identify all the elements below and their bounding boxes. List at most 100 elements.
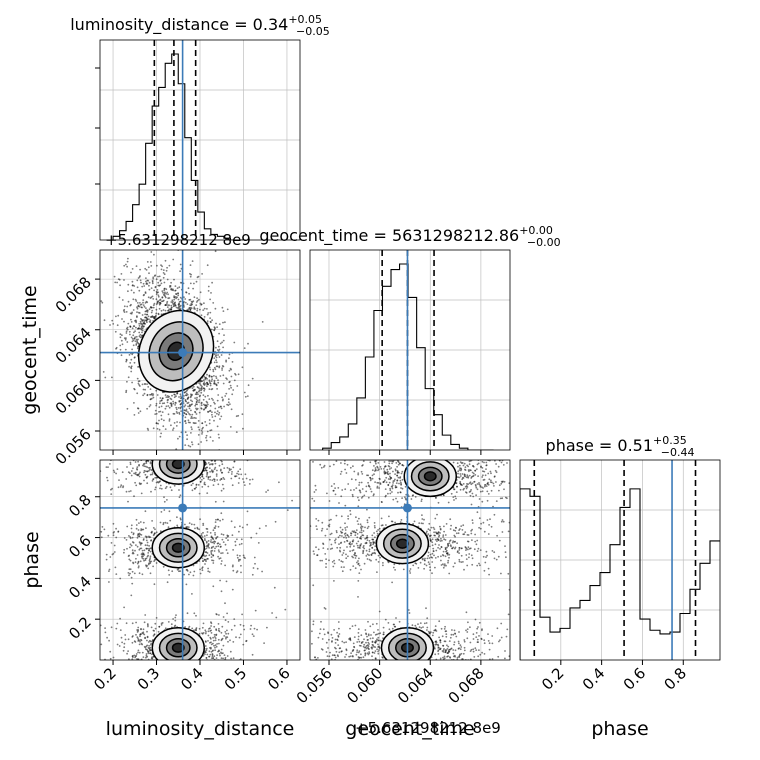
- panel-ld-vs-phase-sample-point: [183, 450, 185, 452]
- panel-ld-vs-time-sample-point: [138, 479, 140, 481]
- panel-ld-vs-time-sample-point: [167, 413, 170, 416]
- panel-ld-vs-phase-sample-point: [169, 451, 171, 453]
- panel-ld-vs-phase-sample-point: [252, 635, 255, 637]
- panel-ld-vs-phase-sample-point: [232, 453, 234, 455]
- panel-ld-vs-time-sample-point: [160, 282, 163, 285]
- panel-ld-vs-phase-sample-point: [130, 531, 133, 534]
- panel-ld-vs-phase-sample-point: [220, 478, 223, 480]
- panel-ld-vs-phase-sample-point: [231, 565, 234, 568]
- panel-ld-vs-time-sample-point: [126, 326, 129, 329]
- panel-ld-vs-phase-sample-point: [203, 483, 206, 485]
- panel-ld-vs-time-sample-point: [216, 399, 219, 402]
- panel-ld-vs-time-sample-point: [146, 309, 149, 312]
- panel-ld-vs-phase-sample-point: [213, 550, 216, 552]
- panel-ld-vs-time-sample-point: [127, 300, 130, 303]
- panel-ld-vs-time-sample-point: [133, 361, 136, 364]
- panel-ld-vs-phase-sample-point: [129, 461, 132, 464]
- panel-ld-vs-phase-sample-point: [220, 533, 223, 535]
- panel-ld-vs-phase-sample-point: [222, 657, 225, 660]
- panel-ld-vs-time-sample-point: [237, 373, 240, 376]
- panel-ld-vs-phase-sample-point: [210, 556, 213, 558]
- panel-ld-vs-time-sample-point: [187, 405, 190, 408]
- panel-ld-vs-time-sample-point: [199, 394, 202, 397]
- panel-ld-vs-phase-sample-point: [213, 633, 216, 636]
- panel-ld-vs-phase-sample-point: [216, 518, 219, 521]
- panel-ld-vs-phase-sample-point: [159, 438, 161, 440]
- panel-ld-vs-phase-sample-point: [233, 526, 236, 529]
- panel-ld-vs-time-sample-point: [134, 330, 137, 332]
- panel-ld-vs-phase-sample-point: [111, 452, 113, 454]
- panel-ld-vs-time-sample-point: [130, 370, 133, 373]
- panel-ld-vs-time-sample-point: [225, 392, 228, 395]
- panel-ld-vs-time-sample-point: [169, 286, 171, 288]
- panel-ld-vs-time-sample-point: [192, 390, 195, 392]
- panel-ld-vs-phase-sample-point: [140, 482, 143, 485]
- panel-ld-vs-time-sample-point: [148, 284, 150, 287]
- panel-ld-vs-phase-sample-point: [258, 448, 260, 450]
- panel-ld-vs-phase-sample-point: [193, 612, 196, 615]
- panel-ld-vs-phase-sample-point: [144, 510, 147, 513]
- panel-ld-vs-phase-sample-point: [147, 652, 150, 655]
- panel-ld-vs-phase-sample-point: [124, 634, 127, 636]
- panel-ld-vs-phase-sample-point: [147, 563, 150, 566]
- panel-ld-vs-phase-sample-point: [192, 574, 195, 577]
- panel-ld-vs-time-sample-point: [127, 283, 130, 286]
- panel-ld-vs-phase-sample-point: [170, 670, 172, 672]
- panel-ld-vs-time-sample-point: [206, 320, 209, 322]
- panel-ld-vs-phase-sample-point: [208, 655, 210, 658]
- panel-ld-vs-time-sample-point: [210, 388, 213, 391]
- panel-ld-vs-phase-sample-point: [169, 676, 171, 678]
- panel-ld-vs-phase-sample-point: [212, 554, 215, 557]
- panel-ld-vs-time-sample-point: [222, 346, 225, 349]
- panel-ld-vs-time-sample-point: [183, 405, 186, 408]
- panel-ld-vs-time-sample-point: [116, 324, 119, 327]
- panel-ld-vs-phase-sample-point: [244, 664, 246, 666]
- panel-ld-vs-phase-sample-point: [110, 542, 113, 544]
- panel-ld-vs-time-sample-point: [138, 305, 141, 308]
- panel-ld-vs-phase-sample-point: [158, 445, 160, 447]
- panel-ld-vs-time-sample-point: [190, 426, 193, 428]
- panel-ld-vs-phase-sample-point: [130, 665, 132, 667]
- panel-ld-vs-time-sample-point: [144, 323, 147, 325]
- panel-ld-vs-phase-sample-point: [172, 668, 174, 670]
- panel-ld-vs-phase-sample-point: [170, 445, 172, 447]
- panel-ld-vs-time-sample-point: [130, 358, 133, 361]
- panel-ld-vs-time-sample-point: [144, 292, 147, 294]
- panel-ld-vs-time-sample-point: [148, 281, 151, 284]
- panel-ld-vs-time-sample-point: [136, 286, 139, 289]
- panel-ld-vs-time-sample-point: [123, 279, 125, 281]
- panel-ld-vs-time-sample-point: [225, 359, 228, 362]
- panel-ld-vs-time-sample-point: [193, 282, 195, 285]
- panel-ld-vs-time-sample-point: [156, 264, 158, 267]
- panel-ld-vs-phase-sample-point: [159, 484, 162, 487]
- panel-ld-vs-phase-sample-point: [122, 668, 124, 670]
- panel-ld-vs-phase-sample-point: [188, 447, 190, 449]
- panel-ld-vs-time-sample-point: [167, 293, 170, 296]
- panel-ld-vs-phase-sample-point: [138, 454, 140, 456]
- panel-ld-vs-time-sample-point: [157, 284, 160, 287]
- panel-ld-vs-phase-sample-point: [147, 625, 149, 628]
- panel-ld-vs-time-sample-point: [155, 298, 158, 301]
- panel-ld-vs-phase-sample-point: [213, 636, 216, 638]
- panel-ld-vs-time-sample-point: [148, 318, 150, 320]
- panel-ld-vs-time-sample-point: [177, 298, 180, 301]
- panel-ld-vs-phase-sample-point: [122, 454, 124, 456]
- panel-ld-vs-time-sample-point: [148, 272, 150, 275]
- panel-ld-vs-phase-sample-point: [207, 540, 210, 542]
- panel-ld-vs-phase-sample-point: [218, 451, 220, 453]
- panel-ld-vs-time-sample-point: [246, 395, 249, 397]
- panel-ld-vs-phase-sample-point: [211, 537, 214, 540]
- panel-ld-vs-phase-sample-point: [123, 548, 126, 551]
- panel-ld-vs-phase-sample-point: [217, 673, 219, 675]
- panel-ld-vs-time-sample-point: [213, 353, 216, 356]
- panel-ld-vs-time-sample-point: [125, 391, 127, 394]
- panel-ld-vs-time-sample-point: [195, 304, 198, 306]
- panel-ld-vs-phase-sample-point: [199, 458, 201, 460]
- panel-ld-vs-phase-sample-point: [191, 489, 194, 492]
- panel-ld-vs-phase-sample-point: [115, 573, 118, 575]
- panel-ld-vs-phase-sample-point: [208, 457, 210, 459]
- panel-ld-vs-phase-sample-point: [287, 684, 289, 686]
- panel-ld-vs-phase-sample-point: [222, 455, 224, 457]
- panel-ld-vs-time-sample-point: [130, 271, 132, 274]
- phase-hist-step: [520, 488, 720, 660]
